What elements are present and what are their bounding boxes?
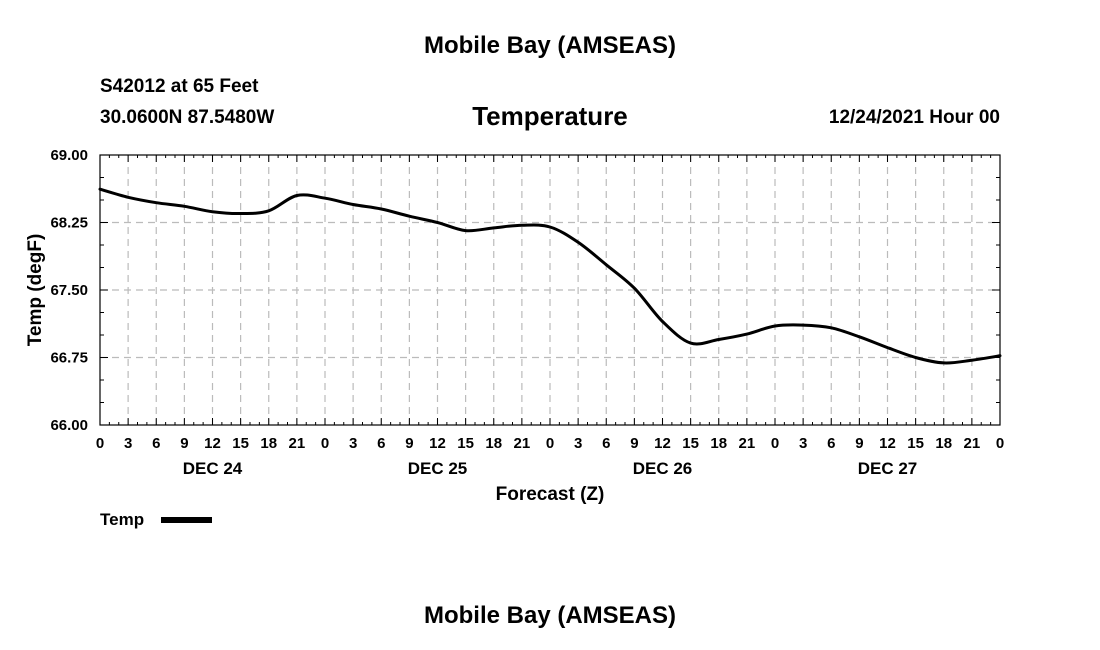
x-tick-label: 9 — [180, 435, 188, 452]
x-tick-label: 15 — [682, 435, 699, 452]
day-labels: DEC 24 DEC 25 DEC 26 DEC 27 — [183, 459, 918, 478]
x-tick-label: 15 — [457, 435, 474, 452]
x-tick-label: 9 — [855, 435, 863, 452]
grid — [100, 155, 1000, 425]
x-tick-label: 0 — [546, 435, 554, 452]
station-id: S42012 at 65 Feet — [100, 76, 259, 97]
x-tick-label: 12 — [429, 435, 446, 452]
axis-ticks — [99, 154, 1001, 426]
x-tick-label: 9 — [405, 435, 413, 452]
station-coordinates: 30.0600N 87.5480W — [100, 107, 275, 128]
x-tick-label: 12 — [654, 435, 671, 452]
bottom-title: Mobile Bay (AMSEAS) — [423, 602, 677, 629]
x-tick-label: 3 — [799, 435, 807, 452]
series-line-temp — [98, 187, 1002, 365]
y-tick-label: 66.00 — [50, 417, 88, 434]
x-tick-label: 9 — [630, 435, 638, 452]
x-tick-label: 21 — [739, 435, 756, 452]
day-label: DEC 27 — [858, 459, 918, 478]
x-tick-label: 6 — [602, 435, 610, 452]
x-tick-label: 0 — [321, 435, 329, 452]
plot-title: Temperature — [472, 101, 628, 131]
x-tick-label: 12 — [204, 435, 221, 452]
x-tick-label: 6 — [152, 435, 160, 452]
x-tick-label: 6 — [827, 435, 835, 452]
x-tick-label: 18 — [485, 435, 502, 452]
x-axis-label: Forecast (Z) — [496, 484, 605, 505]
x-tick-label: 12 — [879, 435, 896, 452]
x-tick-label: 6 — [377, 435, 385, 452]
day-label: DEC 25 — [408, 459, 468, 478]
x-tick-label: 21 — [964, 435, 981, 452]
x-tick-label: 15 — [907, 435, 924, 452]
y-tick-label: 66.75 — [50, 350, 88, 367]
x-tick-label: 21 — [514, 435, 531, 452]
y-tick-label: 68.25 — [50, 215, 88, 232]
day-label: DEC 24 — [183, 459, 243, 478]
x-tick-label: 18 — [710, 435, 727, 452]
x-tick-label: 15 — [232, 435, 249, 452]
top-title: Mobile Bay (AMSEAS) — [423, 32, 677, 59]
x-tick-labels: 0 3 6 9 12 15 18 21 0 3 6 9 12 15 18 21 0 3 6 9 12 15 18 21 0 3 6 9… — [96, 435, 1004, 452]
y-tick-label: 69.00 — [50, 147, 88, 164]
x-tick-label: 21 — [289, 435, 306, 452]
y-tick-labels: 69.00 68.25 67.50 66.75 66.00 — [50, 147, 88, 434]
x-tick-label: 18 — [935, 435, 952, 452]
x-tick-label: 18 — [260, 435, 277, 452]
x-tick-label: 3 — [349, 435, 357, 452]
legend-label: Temp — [100, 510, 145, 529]
run-time: 12/24/2021 Hour 00 — [828, 107, 1000, 128]
x-tick-label: 3 — [574, 435, 582, 452]
y-axis-label: Temp (degF) — [25, 234, 46, 347]
x-tick-label: 0 — [96, 435, 104, 452]
legend-swatch-temp — [161, 517, 212, 523]
x-tick-label: 0 — [996, 435, 1004, 452]
x-tick-label: 0 — [771, 435, 779, 452]
x-tick-label: 3 — [124, 435, 132, 452]
y-tick-label: 67.50 — [50, 282, 88, 299]
day-label: DEC 26 — [633, 459, 693, 478]
